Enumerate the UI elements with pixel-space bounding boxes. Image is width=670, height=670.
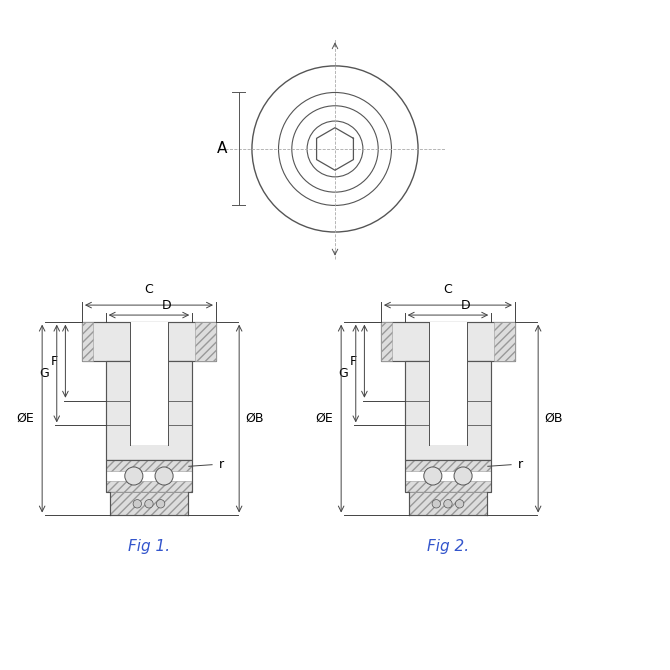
Polygon shape <box>106 481 192 492</box>
Text: G: G <box>338 367 348 380</box>
Text: r: r <box>518 458 523 471</box>
Polygon shape <box>494 322 515 361</box>
Circle shape <box>145 500 153 508</box>
Circle shape <box>424 467 442 485</box>
Circle shape <box>133 500 141 508</box>
Text: ØE: ØE <box>17 412 34 425</box>
Circle shape <box>155 467 173 485</box>
Circle shape <box>156 500 165 508</box>
Polygon shape <box>82 322 216 361</box>
Text: r: r <box>218 458 224 471</box>
Circle shape <box>454 467 472 485</box>
Polygon shape <box>82 322 92 361</box>
Polygon shape <box>381 322 392 361</box>
Polygon shape <box>106 361 192 460</box>
Polygon shape <box>194 322 216 361</box>
Text: D: D <box>162 299 172 312</box>
Polygon shape <box>110 492 188 515</box>
Text: F: F <box>50 354 58 368</box>
Circle shape <box>432 500 440 508</box>
Polygon shape <box>409 492 487 515</box>
Polygon shape <box>405 361 491 460</box>
Circle shape <box>456 500 464 508</box>
Polygon shape <box>381 322 515 361</box>
Polygon shape <box>129 322 168 446</box>
Polygon shape <box>405 481 491 492</box>
Text: G: G <box>39 367 49 380</box>
Polygon shape <box>106 460 192 471</box>
Text: A: A <box>217 141 227 157</box>
Text: ØB: ØB <box>246 412 264 425</box>
Text: C: C <box>145 283 153 295</box>
Text: Fig 2.: Fig 2. <box>427 539 469 553</box>
Text: ØB: ØB <box>545 412 563 425</box>
Text: D: D <box>461 299 470 312</box>
Polygon shape <box>429 322 468 446</box>
Circle shape <box>125 467 143 485</box>
Text: C: C <box>444 283 452 295</box>
Polygon shape <box>405 460 491 471</box>
Circle shape <box>444 500 452 508</box>
Text: ØE: ØE <box>316 412 333 425</box>
Text: Fig 1.: Fig 1. <box>128 539 170 553</box>
Text: F: F <box>349 354 356 368</box>
